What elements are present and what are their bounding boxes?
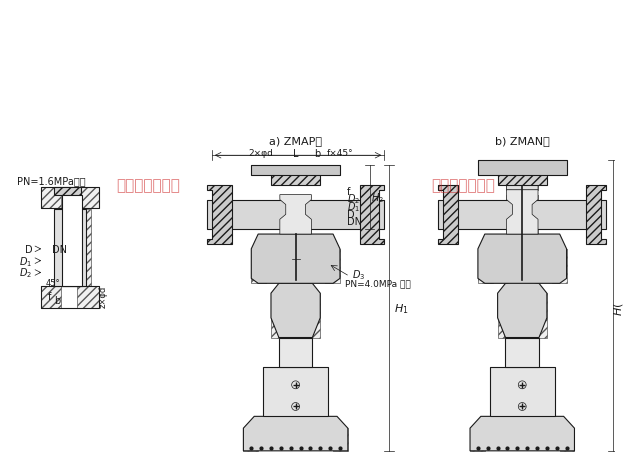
Text: 2×φd: 2×φd	[249, 149, 273, 158]
Bar	[251, 166, 271, 176]
Polygon shape	[470, 416, 575, 451]
Bar	[528, 195, 538, 235]
Text: b: b	[314, 149, 320, 159]
Polygon shape	[439, 185, 458, 244]
Polygon shape	[359, 185, 384, 244]
Bar	[505, 338, 539, 367]
Polygon shape	[497, 281, 547, 338]
Text: a) ZMAP型: a) ZMAP型	[269, 136, 322, 146]
Text: $H($: $H($	[612, 301, 624, 315]
Text: 上海沪工阀门厂: 上海沪工阀门厂	[116, 178, 180, 193]
Bar	[207, 200, 384, 210]
Bar	[251, 249, 266, 284]
Bar	[333, 428, 348, 451]
Text: $D_2$: $D_2$	[19, 266, 32, 280]
Bar	[478, 249, 493, 284]
Bar	[552, 249, 567, 284]
Text: $D_1$: $D_1$	[347, 200, 360, 214]
Text: PN=1.6MPa法兰: PN=1.6MPa法兰	[17, 176, 85, 186]
Polygon shape	[271, 281, 320, 338]
Polygon shape	[280, 195, 311, 235]
Text: $D_1$: $D_1$	[19, 254, 32, 268]
Bar	[263, 367, 273, 416]
Bar	[271, 294, 283, 338]
Bar	[531, 338, 539, 367]
Text: 45°: 45°	[46, 279, 60, 288]
Text: D: D	[25, 244, 32, 254]
Bar	[41, 188, 99, 209]
Polygon shape	[478, 161, 567, 176]
Polygon shape	[439, 200, 606, 229]
Text: D: D	[347, 210, 354, 220]
Bar	[62, 195, 82, 287]
Text: L: L	[293, 149, 298, 159]
Text: f×45°: f×45°	[326, 149, 353, 158]
Polygon shape	[478, 235, 567, 284]
Polygon shape	[497, 166, 547, 185]
Bar	[507, 175, 516, 190]
Bar	[41, 188, 61, 209]
Bar	[207, 220, 384, 229]
Bar	[490, 367, 500, 416]
Bar	[497, 294, 509, 338]
Text: $D_3$: $D_3$	[352, 268, 365, 282]
Polygon shape	[507, 190, 538, 235]
Text: f: f	[47, 291, 51, 301]
Text: $D_2$: $D_2$	[347, 192, 360, 206]
Bar	[279, 338, 287, 367]
Bar	[439, 220, 606, 229]
Bar	[478, 161, 497, 176]
Bar	[279, 338, 313, 367]
Polygon shape	[207, 185, 232, 244]
Bar	[41, 287, 99, 308]
Polygon shape	[251, 235, 340, 284]
Bar	[560, 428, 575, 451]
Text: DN: DN	[52, 244, 67, 254]
Bar	[77, 287, 99, 308]
Bar	[320, 166, 340, 176]
Polygon shape	[271, 170, 320, 185]
Bar	[243, 428, 258, 451]
Bar	[308, 294, 320, 338]
Polygon shape	[507, 175, 538, 190]
Bar	[545, 367, 555, 416]
Text: DN: DN	[347, 217, 362, 227]
Bar	[507, 195, 516, 235]
Bar	[528, 175, 538, 190]
Polygon shape	[243, 416, 348, 451]
Text: PN=4.0MPa 法兰: PN=4.0MPa 法兰	[345, 279, 411, 288]
Text: $H_2$: $H_2$	[371, 190, 384, 204]
Bar	[318, 367, 328, 416]
Text: b: b	[54, 296, 61, 306]
Text: f: f	[347, 186, 350, 196]
Bar	[535, 294, 547, 338]
Polygon shape	[281, 235, 310, 284]
Bar	[80, 210, 90, 287]
Bar	[325, 249, 340, 284]
Bar	[439, 200, 606, 210]
Bar	[547, 161, 567, 176]
Text: $H_1$: $H_1$	[394, 301, 409, 315]
Text: 上海沪工阀门厂: 上海沪工阀门厂	[431, 178, 495, 193]
Bar	[54, 210, 85, 287]
Bar	[305, 338, 313, 367]
Polygon shape	[207, 200, 384, 229]
Bar	[41, 287, 61, 308]
Bar	[280, 200, 290, 235]
Text: b) ZMAN型: b) ZMAN型	[495, 136, 550, 146]
Bar	[301, 200, 311, 235]
Text: z×φd: z×φd	[99, 286, 107, 307]
Bar	[77, 188, 99, 209]
Bar	[263, 367, 328, 416]
Polygon shape	[251, 166, 340, 176]
Polygon shape	[54, 188, 80, 195]
Bar	[54, 210, 64, 287]
Polygon shape	[587, 185, 606, 244]
Bar	[490, 367, 555, 416]
Bar	[505, 338, 514, 367]
Bar	[470, 428, 485, 451]
